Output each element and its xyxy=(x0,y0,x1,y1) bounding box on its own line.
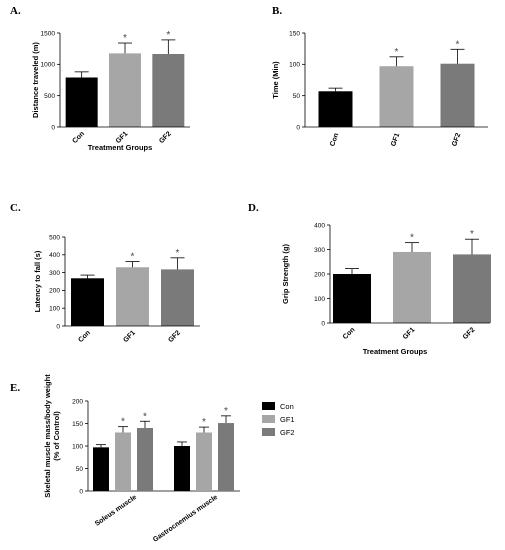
chart-panel-e: E. 0 50 100 150 200 * * Soleus muscle * * Gastrocne… xyxy=(10,374,295,544)
x-category-label: Con xyxy=(342,326,357,341)
y-axis-title-line: Skeletal muscle mass/body weight xyxy=(43,374,52,498)
bar-gf1 xyxy=(393,251,431,323)
x-category-label: Con xyxy=(77,329,92,344)
significance-marker: * xyxy=(456,39,460,50)
significance-marker: * xyxy=(224,406,228,417)
bar-gf2 xyxy=(152,53,185,127)
significance-marker: * xyxy=(143,411,147,422)
y-tick-label: 0 xyxy=(79,488,83,495)
significance-marker: * xyxy=(131,252,135,263)
y-tick-label: 150 xyxy=(72,421,83,428)
bar-gf2 xyxy=(453,254,491,323)
legend-swatch xyxy=(262,402,275,410)
y-tick-label: 200 xyxy=(72,398,83,405)
legend-label: GF2 xyxy=(280,428,295,437)
y-tick-label: 300 xyxy=(49,270,60,277)
y-tick-label: 200 xyxy=(49,288,60,295)
bar-gf2 xyxy=(161,269,194,326)
x-category-label: GF1 xyxy=(402,326,417,341)
x-category-label: Con xyxy=(72,130,87,145)
y-tick-label: 0 xyxy=(321,320,325,327)
bar-gf1 xyxy=(196,432,212,491)
y-tick-label: 400 xyxy=(49,252,60,259)
chart-panel-b: B. 0 50 100 150 Con * GF1 * GF2 Time (Min) xyxy=(271,5,488,147)
panel-label: A. xyxy=(10,5,21,17)
legend-swatch xyxy=(262,428,275,436)
panel-label: C. xyxy=(10,202,21,214)
y-tick-label: 150 xyxy=(289,30,300,37)
significance-marker: * xyxy=(202,417,206,428)
legend: Con GF1 GF2 xyxy=(262,402,295,437)
x-category-label: GF1 xyxy=(390,132,401,147)
bar-con xyxy=(174,446,190,491)
x-category-label: Con xyxy=(329,132,340,147)
significance-marker: * xyxy=(123,33,127,44)
x-category-label: GF2 xyxy=(462,326,477,341)
y-axis-title: Grip Strength (g) xyxy=(281,244,290,304)
significance-marker: * xyxy=(410,233,414,244)
bar-gf2 xyxy=(440,63,475,127)
x-category-label: GF2 xyxy=(158,130,173,145)
y-tick-label: 1000 xyxy=(41,62,56,69)
y-tick-label: 500 xyxy=(49,234,60,241)
significance-marker: * xyxy=(166,30,170,41)
x-category-label: GF2 xyxy=(451,132,462,147)
y-tick-label: 100 xyxy=(289,62,300,69)
significance-marker: * xyxy=(176,248,180,259)
legend-swatch xyxy=(262,415,275,423)
bar-gf1 xyxy=(379,66,414,127)
chart-panel-c: C. 0 100 200 300 400 500 Con * GF1 * GF2 Latency to … xyxy=(10,202,200,344)
chart-panel-d: D. 0 100 200 300 400 Con * GF1 * GF2 Grip Strength … xyxy=(248,202,491,356)
x-category-label: Soleus muscle xyxy=(94,494,138,528)
bar-con xyxy=(318,91,353,127)
bar-gf2 xyxy=(218,423,234,491)
y-axis-title-line: (% of Control) xyxy=(52,411,61,461)
x-axis-title: Treatment Groups xyxy=(363,347,428,356)
bar-con xyxy=(71,278,104,326)
significance-marker: * xyxy=(395,47,399,58)
panel-label: E. xyxy=(10,382,20,394)
bar-gf1 xyxy=(116,267,149,326)
bar-gf1 xyxy=(109,53,141,127)
y-tick-label: 1500 xyxy=(41,30,56,37)
y-axis-title: Distance traveled (m) xyxy=(31,42,40,118)
bar-con xyxy=(333,274,371,323)
x-category-label: Gastrocnemius muscle xyxy=(152,494,219,544)
y-tick-label: 50 xyxy=(76,466,84,473)
y-tick-label: 400 xyxy=(314,222,325,229)
legend-label: Con xyxy=(280,402,294,411)
y-tick-label: 100 xyxy=(49,306,60,313)
y-axis-title: Skeletal muscle mass/body weight(% of Co… xyxy=(43,374,61,498)
significance-marker: * xyxy=(121,417,125,428)
x-axis-title: Treatment Groups xyxy=(88,143,153,152)
panel-label: D. xyxy=(248,202,259,214)
bar-gf2 xyxy=(137,428,153,491)
x-category-label: GF1 xyxy=(122,329,137,344)
bar-gf1 xyxy=(115,432,131,491)
y-tick-label: 500 xyxy=(44,93,55,100)
bar-con xyxy=(65,77,98,127)
y-axis-title: Latency to fall (s) xyxy=(33,250,42,312)
bar-con xyxy=(93,447,109,491)
y-tick-label: 0 xyxy=(56,323,60,330)
y-tick-label: 0 xyxy=(296,124,300,131)
x-category-label: GF2 xyxy=(167,329,182,344)
y-tick-label: 300 xyxy=(314,247,325,254)
y-tick-label: 100 xyxy=(72,443,83,450)
y-tick-label: 100 xyxy=(314,296,325,303)
y-axis-title: Time (Min) xyxy=(271,61,280,99)
significance-marker: * xyxy=(470,229,474,240)
y-tick-label: 0 xyxy=(51,124,55,131)
panel-label: B. xyxy=(272,5,282,17)
y-tick-label: 200 xyxy=(314,271,325,278)
y-tick-label: 50 xyxy=(293,93,301,100)
legend-label: GF1 xyxy=(280,415,295,424)
